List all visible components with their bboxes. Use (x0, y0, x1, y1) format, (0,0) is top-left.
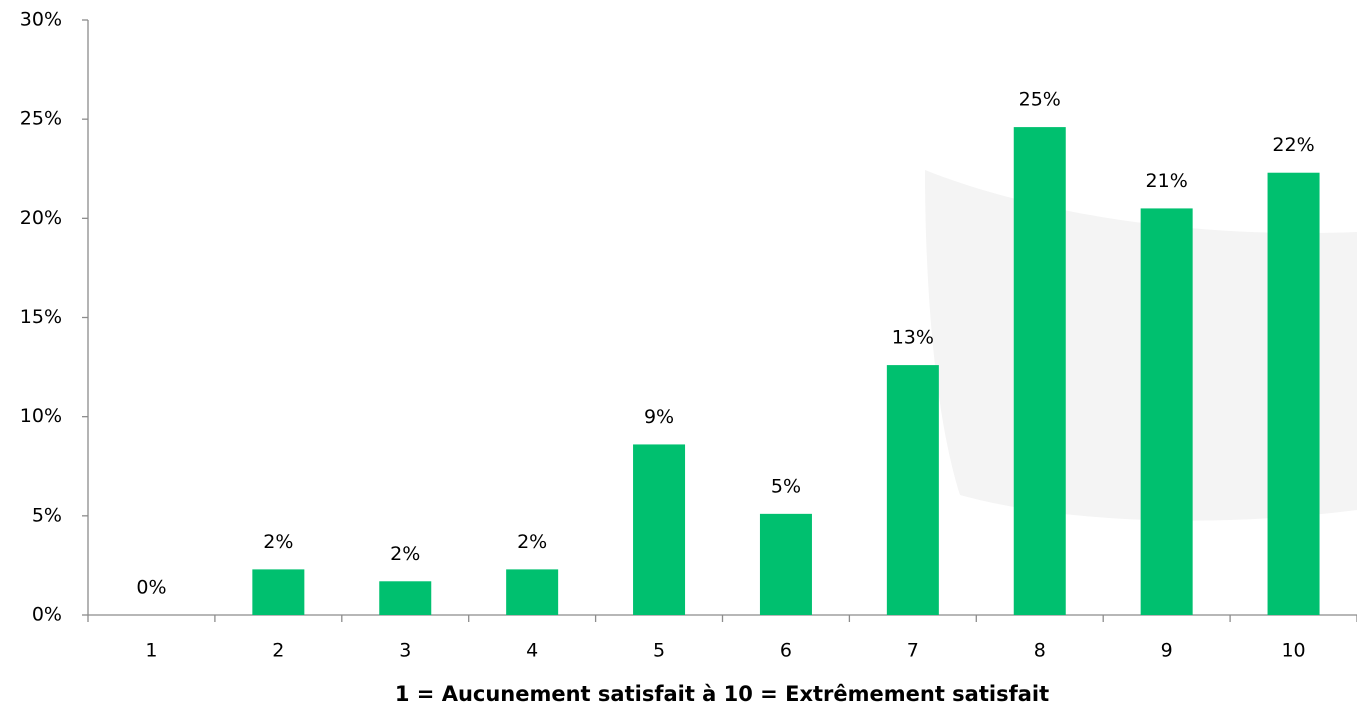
bar (886, 365, 939, 615)
value-label: 13% (892, 327, 934, 349)
x-tick-label: 6 (780, 640, 792, 662)
value-label: 21% (1146, 170, 1188, 192)
bar (1267, 172, 1320, 615)
value-label: 22% (1272, 134, 1314, 156)
x-tick-label: 10 (1281, 640, 1305, 662)
x-tick-label: 8 (1034, 640, 1046, 662)
x-tick-label: 4 (526, 640, 538, 662)
y-tick-label: 25% (20, 108, 62, 130)
bar (252, 569, 305, 615)
bar (506, 569, 559, 615)
value-label: 0% (136, 577, 166, 599)
x-tick-label: 7 (907, 640, 919, 662)
x-tick-label: 2 (272, 640, 284, 662)
x-tick-label: 1 (145, 640, 157, 662)
value-label: 9% (644, 406, 674, 428)
y-tick-label: 30% (20, 9, 62, 31)
value-label: 2% (390, 543, 420, 565)
x-tick-label: 3 (399, 640, 411, 662)
x-axis-label: 1 = Aucunement satisfait à 10 = Extrêmem… (395, 682, 1049, 706)
value-label: 5% (771, 475, 801, 497)
bar (1013, 127, 1066, 615)
y-tick-label: 20% (20, 207, 62, 229)
bar (1140, 208, 1193, 615)
y-tick-label: 15% (20, 306, 62, 328)
value-label: 25% (1019, 89, 1061, 111)
y-tick-label: 10% (20, 405, 62, 427)
y-tick-label: 0% (32, 604, 62, 626)
x-tick-label: 5 (653, 640, 665, 662)
bar (633, 444, 686, 615)
x-tick-label: 9 (1161, 640, 1173, 662)
value-label: 2% (517, 531, 547, 553)
bar (759, 513, 812, 615)
value-label: 2% (263, 531, 293, 553)
y-tick-label: 5% (32, 504, 62, 526)
bar (379, 581, 432, 615)
